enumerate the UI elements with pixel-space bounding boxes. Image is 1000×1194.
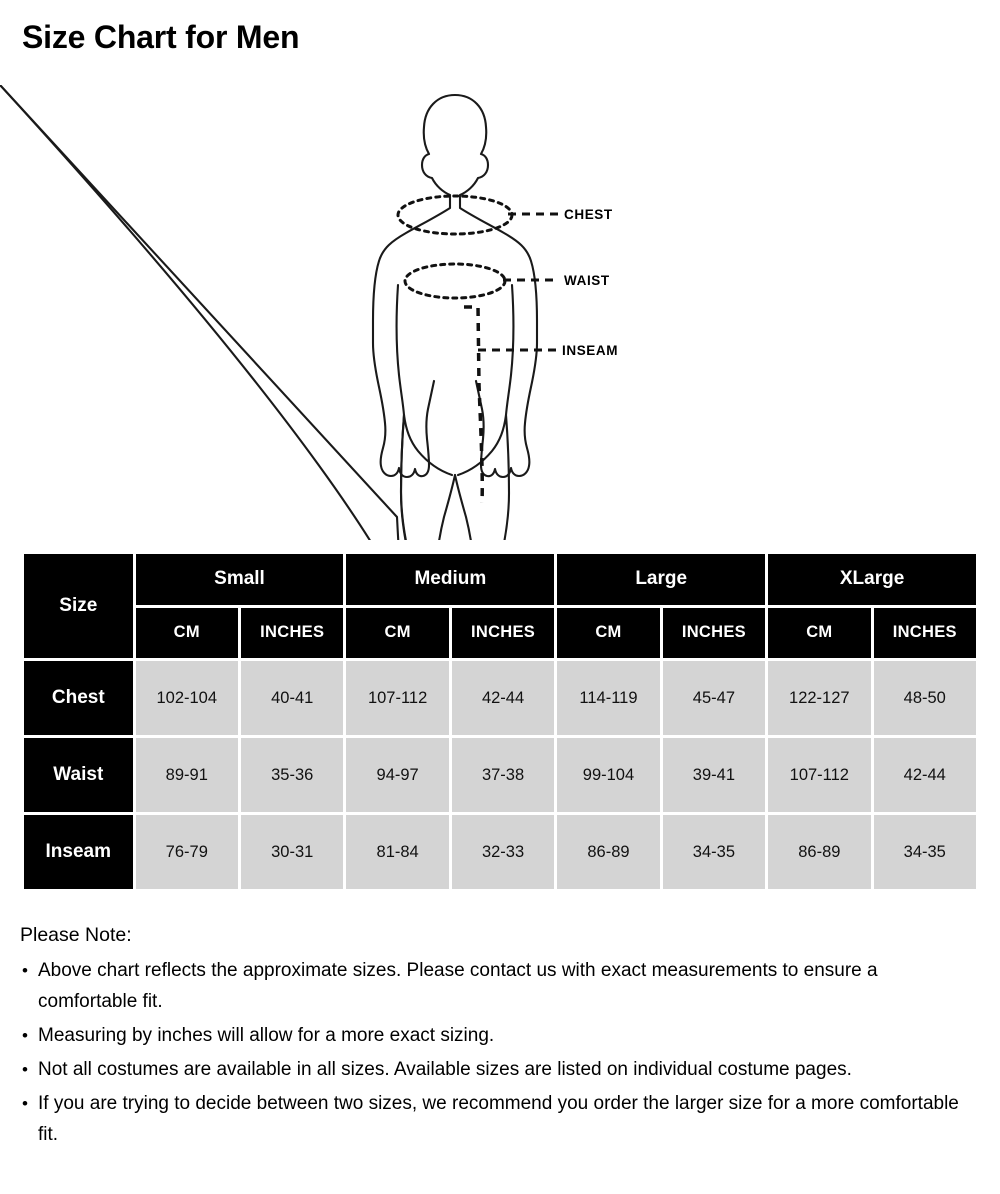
header-unit-small-cm: CM — [135, 607, 238, 658]
cell-chest-small-cm: 102-104 — [135, 661, 238, 735]
cell-chest-medium-inches: 42-44 — [451, 661, 555, 735]
note-item: • If you are trying to decide between tw… — [20, 1088, 980, 1150]
table-header-units: CM INCHES CM INCHES CM INCHES CM INCHES — [24, 607, 976, 658]
waist-label: WAIST — [564, 273, 610, 288]
cell-chest-large-inches: 45-47 — [662, 661, 766, 735]
inseam-measure-line — [464, 305, 485, 504]
header-unit-medium-inches: INCHES — [451, 607, 555, 658]
notes-heading: Please Note: — [20, 924, 132, 946]
cell-inseam-medium-inches: 32-33 — [451, 815, 555, 889]
notes-section: Please Note: • Above chart reflects the … — [20, 920, 980, 1153]
note-text: Measuring by inches will allow for a mor… — [38, 1025, 495, 1046]
measurement-diagram: CHEST WAIST INSEAM — [0, 85, 1000, 540]
cell-chest-small-inches: 40-41 — [240, 661, 344, 735]
waist-measure-ellipse — [403, 262, 507, 300]
header-unit-xlarge-cm: CM — [768, 607, 871, 658]
cell-waist-large-inches: 39-41 — [662, 738, 766, 812]
cell-waist-small-cm: 89-91 — [135, 738, 238, 812]
header-group-small: Small — [135, 554, 344, 605]
size-table: Size Small Medium Large XLarge CM INCHES… — [21, 551, 979, 892]
row-label-waist: Waist — [24, 738, 133, 812]
cell-waist-medium-cm: 94-97 — [346, 738, 449, 812]
header-size-corner: Size — [24, 554, 133, 658]
bullet-icon: • — [22, 961, 28, 980]
note-text: Not all costumes are available in all si… — [38, 1059, 852, 1080]
note-item: • Measuring by inches will allow for a m… — [20, 1020, 980, 1051]
note-text: If you are trying to decide between two … — [38, 1093, 959, 1145]
cell-chest-large-cm: 114-119 — [557, 661, 660, 735]
bullet-icon: • — [22, 1060, 28, 1079]
bullet-icon: • — [22, 1026, 28, 1045]
note-text: Above chart reflects the approximate siz… — [38, 960, 878, 1012]
header-unit-medium-cm: CM — [346, 607, 449, 658]
note-item: • Not all costumes are available in all … — [20, 1054, 980, 1085]
cell-inseam-large-inches: 34-35 — [662, 815, 766, 889]
cell-inseam-medium-cm: 81-84 — [346, 815, 449, 889]
page-title: Size Chart for Men — [22, 19, 300, 55]
row-label-chest: Chest — [24, 661, 133, 735]
cell-inseam-large-cm: 86-89 — [557, 815, 660, 889]
cell-chest-xlarge-cm: 122-127 — [768, 661, 871, 735]
cell-inseam-xlarge-inches: 34-35 — [873, 815, 976, 889]
cell-inseam-small-inches: 30-31 — [240, 815, 344, 889]
row-label-inseam: Inseam — [24, 815, 133, 889]
cell-waist-large-cm: 99-104 — [557, 738, 660, 812]
table-row: Waist 89-91 35-36 94-97 37-38 99-104 39-… — [24, 738, 976, 812]
header-group-xlarge: XLarge — [768, 554, 976, 605]
cell-inseam-small-cm: 76-79 — [135, 815, 238, 889]
cell-waist-small-inches: 35-36 — [240, 738, 344, 812]
cell-waist-xlarge-inches: 42-44 — [873, 738, 976, 812]
header-unit-xlarge-inches: INCHES — [873, 607, 976, 658]
header-unit-large-cm: CM — [557, 607, 660, 658]
header-unit-large-inches: INCHES — [662, 607, 766, 658]
bullet-icon: • — [22, 1094, 28, 1113]
table-header-groups: Size Small Medium Large XLarge — [24, 554, 976, 658]
cell-chest-xlarge-inches: 48-50 — [873, 661, 976, 735]
cell-inseam-xlarge-cm: 86-89 — [768, 815, 871, 889]
body-outline-icon — [0, 85, 539, 540]
table-row: Inseam 76-79 30-31 81-84 32-33 86-89 34-… — [24, 815, 976, 889]
cell-waist-medium-inches: 37-38 — [451, 738, 555, 812]
chest-label: CHEST — [564, 207, 613, 222]
cell-waist-xlarge-cm: 107-112 — [768, 738, 871, 812]
table-row: Chest 102-104 40-41 107-112 42-44 114-11… — [24, 661, 976, 735]
chest-measure-ellipse — [396, 194, 514, 236]
cell-chest-medium-cm: 107-112 — [346, 661, 449, 735]
header-unit-small-inches: INCHES — [240, 607, 344, 658]
header-group-medium: Medium — [346, 554, 555, 605]
inseam-label: INSEAM — [562, 343, 618, 358]
header-group-large: Large — [557, 554, 766, 605]
note-item: • Above chart reflects the approximate s… — [20, 955, 980, 1017]
